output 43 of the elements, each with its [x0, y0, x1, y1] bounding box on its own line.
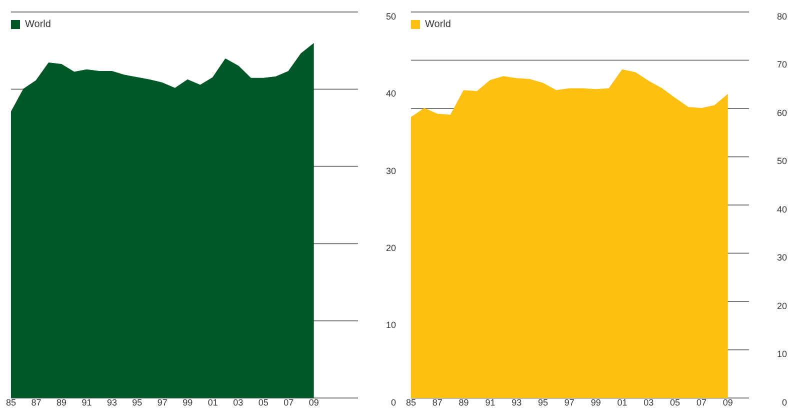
x-tick-label: 09: [308, 397, 319, 408]
x-tick-label: 91: [82, 397, 92, 408]
x-tick-label: 89: [56, 397, 66, 408]
y-tick-label: 40: [386, 88, 396, 99]
x-tick-label: 89: [458, 397, 469, 408]
x-tick-label: 01: [208, 397, 218, 408]
x-tick-label: 93: [512, 397, 522, 408]
y-tick-label: 50: [776, 156, 787, 166]
x-tick-label: 87: [31, 397, 42, 408]
x-tick-label: 85: [406, 397, 416, 408]
y-tick-label: 30: [386, 166, 396, 176]
x-tick-label: 05: [670, 397, 680, 408]
x-tick-label: 91: [485, 397, 496, 408]
y-tick-label: 20: [776, 300, 787, 311]
y-tick-label: 0: [390, 397, 396, 408]
legend-label: World: [425, 19, 451, 30]
legend-label: World: [25, 19, 51, 30]
y-tick-label: 70: [776, 60, 787, 70]
x-tick-label: 99: [590, 397, 601, 408]
x-tick-label: 95: [538, 397, 548, 408]
y-tick-label: 30: [776, 252, 787, 263]
x-tick-label: 03: [644, 397, 654, 408]
y-tick-label: 20: [386, 242, 396, 253]
y-tick-label: 40: [776, 204, 787, 214]
x-tick-label: 01: [617, 397, 628, 408]
x-tick-label: 85: [6, 397, 16, 408]
x-tick-label: 99: [182, 397, 193, 408]
y-tick-label: 80: [776, 11, 787, 22]
x-tick-label: 97: [564, 397, 574, 408]
x-tick-label: 09: [722, 397, 733, 408]
x-tick-label: 03: [233, 397, 244, 408]
x-tick-label: 05: [258, 397, 268, 408]
x-tick-label: 07: [284, 397, 294, 408]
y-tick-label: 10: [386, 320, 396, 330]
y-tick-label: 0: [782, 397, 787, 408]
x-tick-label: 87: [432, 397, 442, 408]
x-tick-label: 97: [157, 397, 168, 408]
y-tick-label: 50: [386, 11, 396, 22]
y-tick-label: 60: [776, 108, 787, 118]
x-tick-label: 07: [696, 397, 706, 408]
y-tick-label: 10: [776, 349, 787, 360]
x-tick-label: 95: [132, 397, 142, 408]
x-tick-label: 93: [106, 397, 117, 408]
